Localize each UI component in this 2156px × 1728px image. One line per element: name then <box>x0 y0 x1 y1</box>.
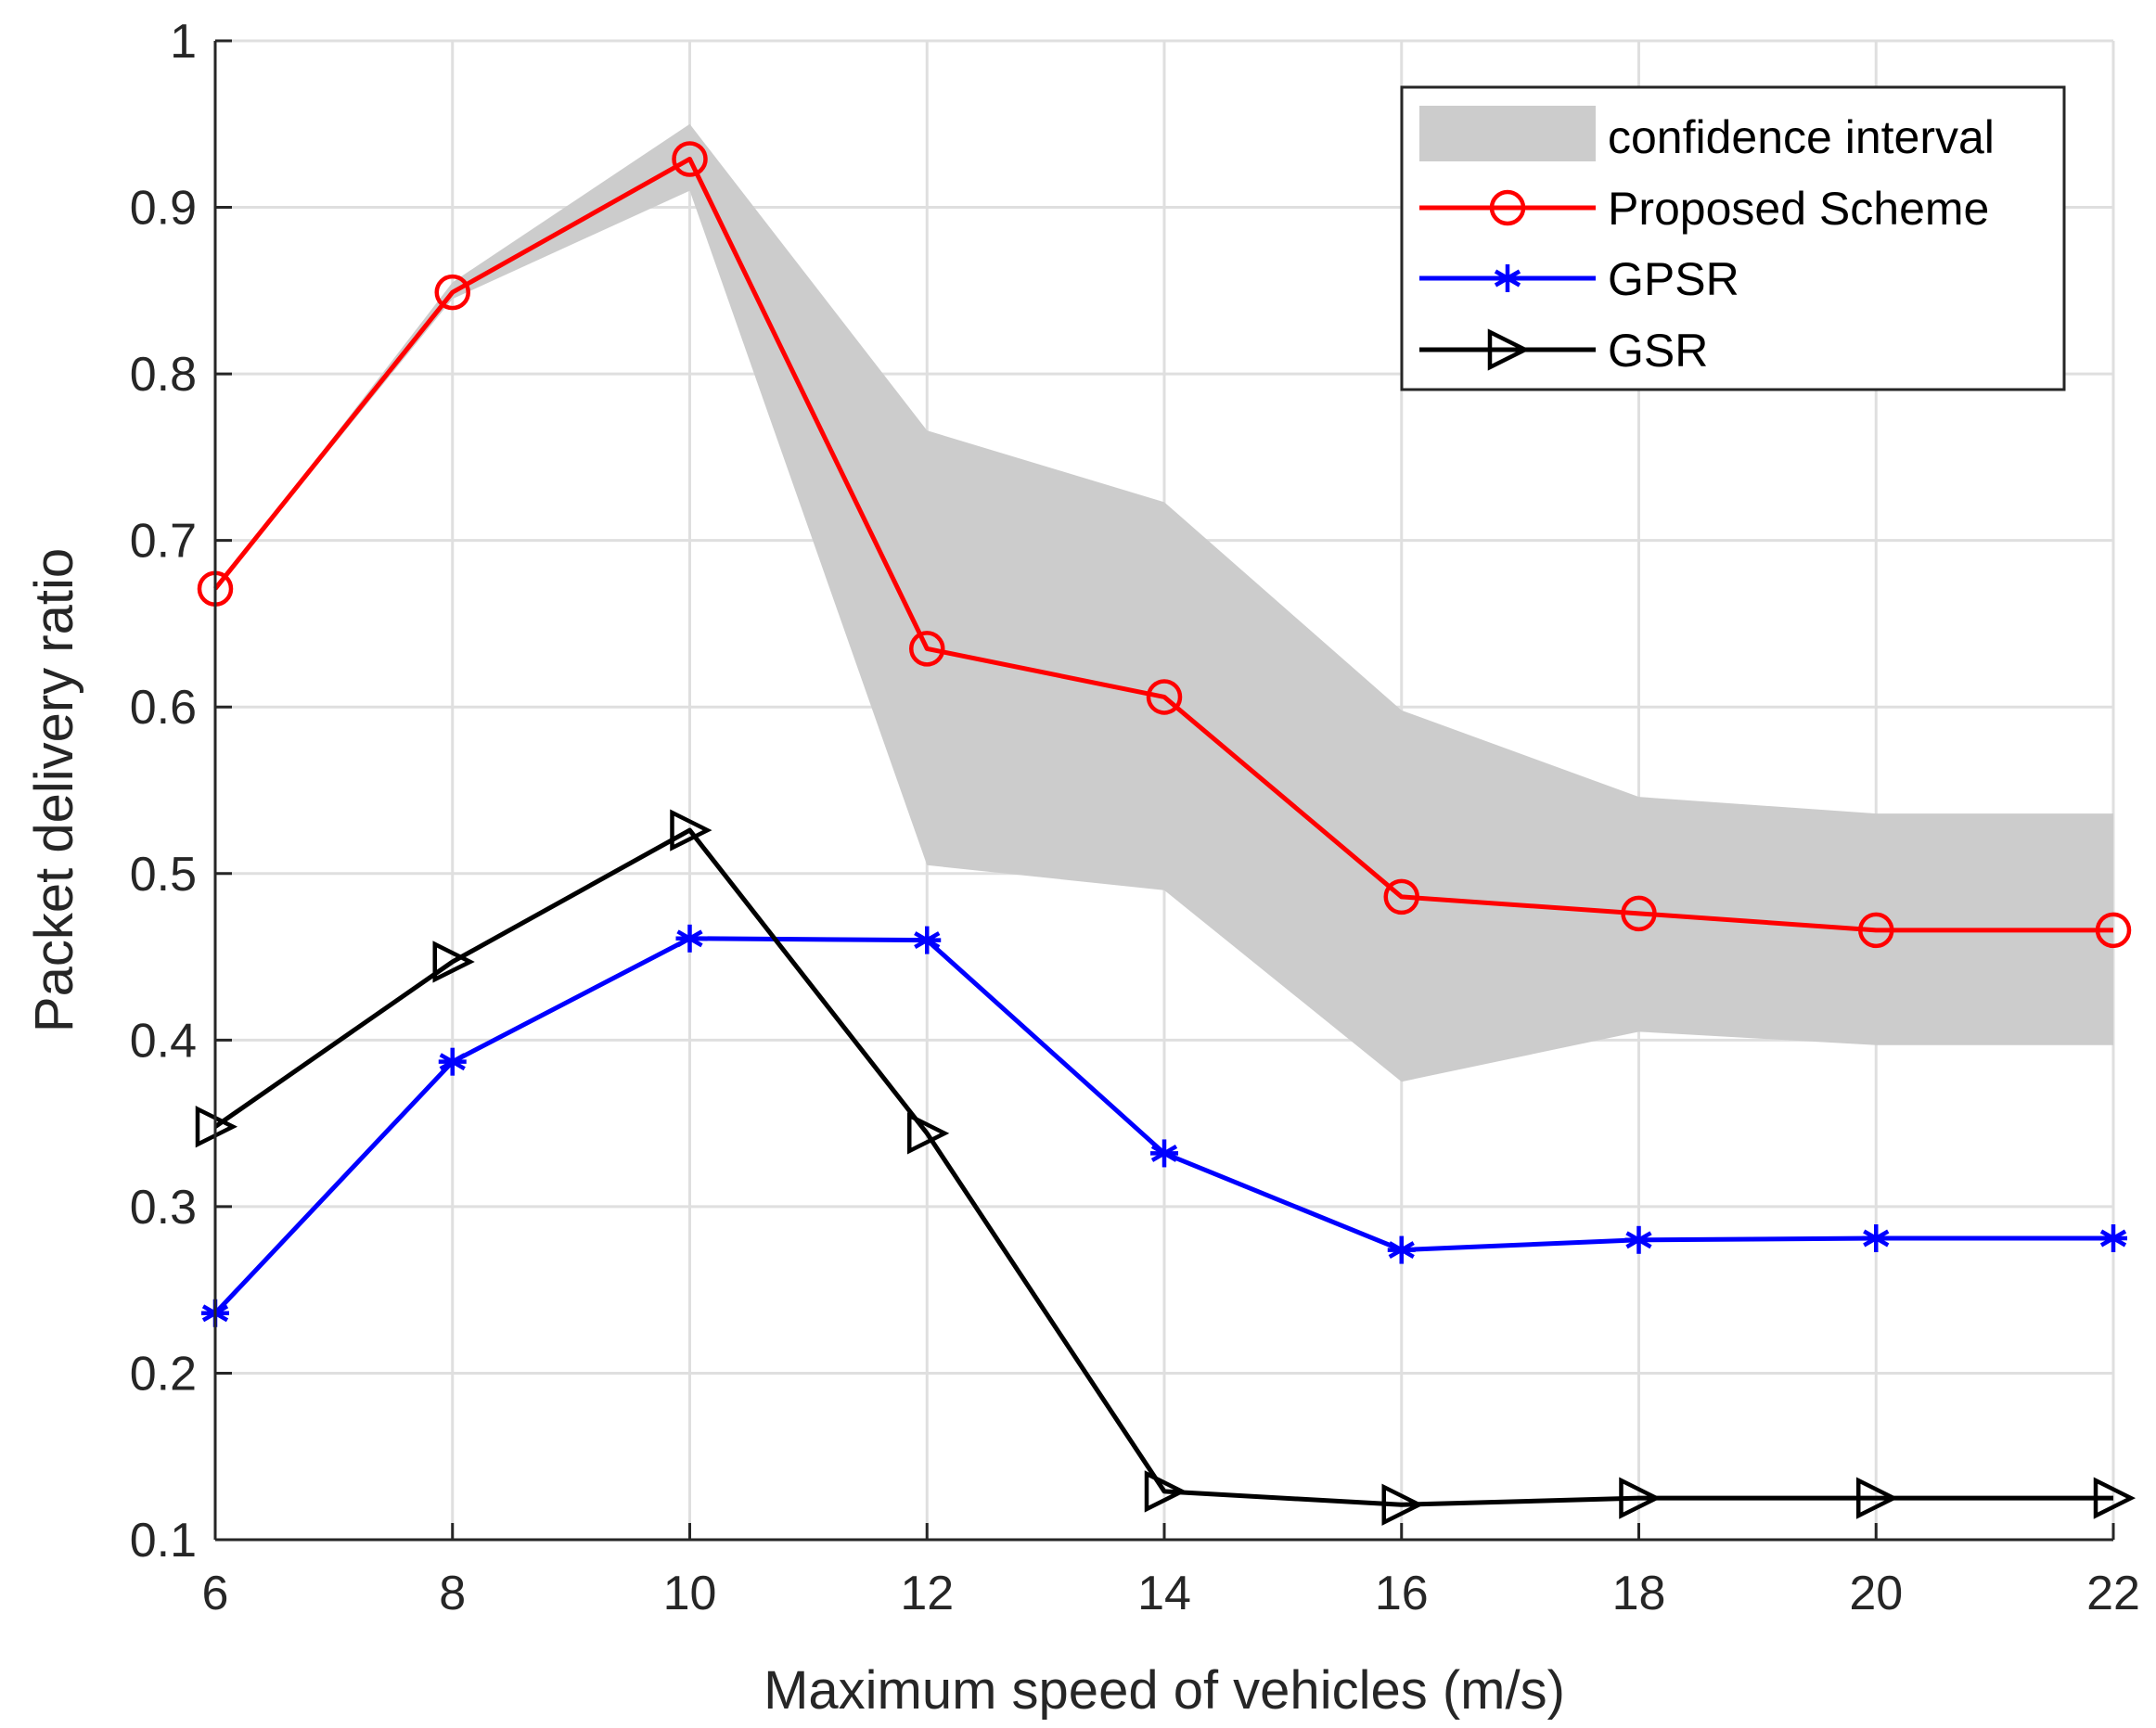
data-point-gpsr <box>1862 1224 1891 1253</box>
data-point-gsr <box>1381 1483 1424 1526</box>
data-point-proposed-scheme <box>909 631 945 667</box>
legend-swatch-confidence-interval <box>1419 106 1596 161</box>
data-point-gsr <box>432 941 475 983</box>
data-point-gsr <box>1856 1477 1899 1519</box>
x-axis-title: Maximum speed of vehicles (m/s) <box>764 1660 1565 1721</box>
y-tick-label: 0.8 <box>130 348 197 402</box>
x-tick-label: 12 <box>900 1567 954 1620</box>
axes-lines <box>213 39 2115 1542</box>
data-point-gsr <box>1619 1477 1662 1519</box>
data-point-gpsr <box>675 924 704 953</box>
data-point-proposed-scheme <box>434 274 470 311</box>
legend: confidence interval Proposed Scheme GPSR… <box>1400 85 2066 391</box>
y-axis-title: Packet delivery ratio <box>24 548 84 1032</box>
data-point-gsr <box>670 809 712 851</box>
legend-item-confidence-interval: confidence interval <box>1419 106 1995 163</box>
data-point-gpsr <box>1150 1139 1178 1168</box>
confidence-band <box>215 123 2113 1082</box>
legend-label-confidence-interval: confidence interval <box>1608 111 1995 163</box>
y-tick-label: 0.5 <box>130 848 197 902</box>
data-point-gpsr <box>2099 1224 2127 1253</box>
y-tick-label: 0.4 <box>130 1014 197 1068</box>
legend-marker-glyph <box>1494 264 1521 292</box>
x-tick-label: 10 <box>663 1567 717 1620</box>
legend-marker-gsr <box>1487 328 1531 371</box>
data-point-gsr <box>1144 1470 1187 1513</box>
x-tick-label: 20 <box>1849 1567 1903 1620</box>
x-tick-label: 14 <box>1137 1567 1191 1620</box>
legend-item-gpsr: GPSR <box>1419 253 1739 305</box>
x-tick-label: 6 <box>202 1567 229 1620</box>
legend-label-gsr: GSR <box>1608 325 1708 377</box>
x-tick-label: 16 <box>1375 1567 1429 1620</box>
x-tick-label: 8 <box>439 1567 466 1620</box>
data-point-proposed-scheme <box>1383 878 1419 915</box>
series-line-gsr <box>213 827 2113 1507</box>
data-point-proposed-scheme <box>672 141 708 177</box>
y-tick-label: 0.7 <box>130 515 197 569</box>
legend-marker-proposed-scheme <box>1489 189 1526 226</box>
legend-item-gsr: GSR <box>1419 325 1708 377</box>
x-tick-labels: 6 8 10 12 14 16 18 20 22 <box>202 1567 2140 1620</box>
x-tick-label: 22 <box>2086 1567 2140 1620</box>
legend-item-proposed-scheme: Proposed Scheme <box>1419 183 1989 235</box>
data-point-proposed-scheme <box>2095 912 2132 949</box>
data-point-gpsr <box>1624 1225 1653 1254</box>
data-point-proposed-scheme <box>1621 895 1657 932</box>
y-tick-label: 0.1 <box>130 1514 197 1568</box>
legend-label-gpsr: GPSR <box>1608 253 1739 305</box>
legend-marker-glyph <box>1487 328 1531 371</box>
y-tick-label: 0.3 <box>130 1181 197 1235</box>
y-tick-label: 0.9 <box>130 182 197 236</box>
y-tick-label: 0.6 <box>130 681 197 735</box>
legend-marker-gpsr <box>1494 264 1521 292</box>
data-point-gsr <box>907 1112 950 1155</box>
x-tick-label: 18 <box>1612 1567 1666 1620</box>
data-point-gpsr <box>438 1047 467 1076</box>
legend-marker-glyph <box>1489 189 1526 226</box>
data-point-gpsr <box>1387 1235 1416 1264</box>
y-tick-label: 0.2 <box>130 1347 197 1401</box>
data-point-proposed-scheme <box>1858 912 1894 949</box>
legend-label-proposed-scheme: Proposed Scheme <box>1608 183 1989 235</box>
series-layer <box>195 141 2137 1526</box>
data-point-gpsr <box>913 926 942 954</box>
data-point-gsr <box>2093 1477 2137 1519</box>
data-point-proposed-scheme <box>1146 679 1183 715</box>
y-tick-labels: 0.1 0.2 0.3 0.4 0.5 0.6 0.7 0.8 0.9 1 <box>130 15 197 1568</box>
series-line-proposed-scheme <box>213 156 2113 933</box>
confidence-band-layer <box>215 123 2113 1082</box>
y-tick-label: 1 <box>170 15 197 69</box>
